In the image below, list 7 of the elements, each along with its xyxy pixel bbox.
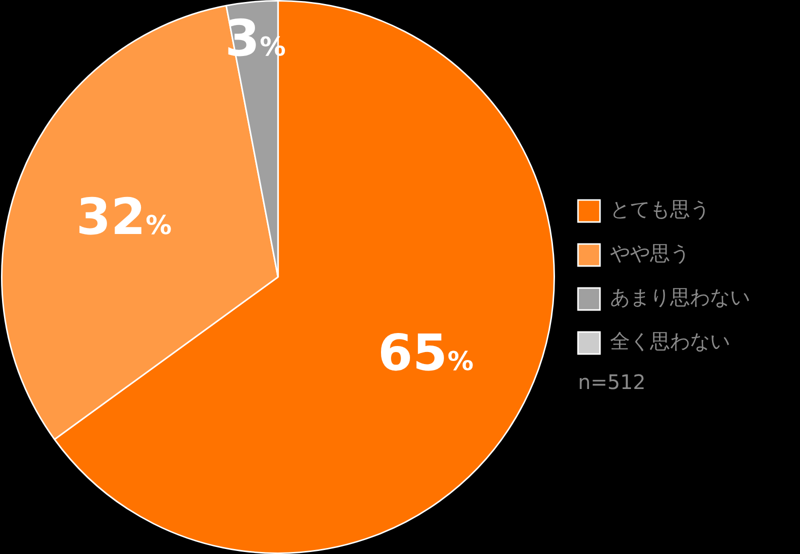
text: n=512 [578, 370, 646, 394]
legend-label: やや思う [610, 241, 690, 266]
data-label: 32% [76, 188, 172, 246]
legend-label: とても思う [610, 197, 710, 222]
legend-label: あまり思わない [610, 285, 750, 310]
legend-label: 全く思わない [610, 329, 730, 354]
data-label: 65% [378, 324, 474, 382]
